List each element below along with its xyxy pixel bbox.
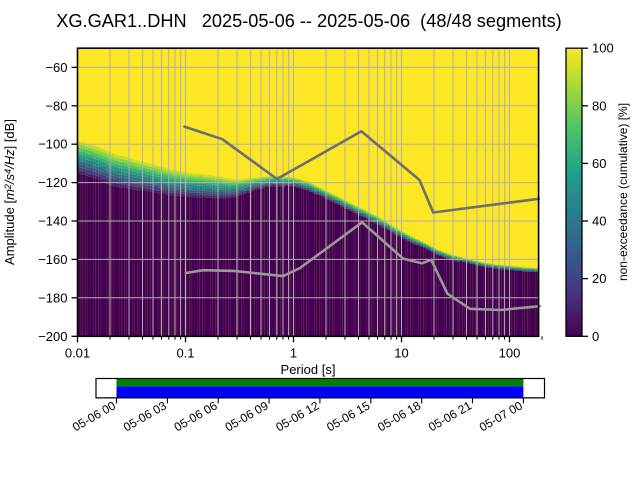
svg-text:−60: −60 — [45, 60, 67, 75]
svg-text:80: 80 — [592, 98, 606, 113]
svg-text:−100: −100 — [38, 137, 67, 152]
svg-text:05-06 21: 05-06 21 — [426, 398, 474, 434]
svg-text:0.01: 0.01 — [65, 345, 90, 360]
svg-text:60: 60 — [592, 156, 606, 171]
svg-text:05-06 18: 05-06 18 — [375, 398, 423, 434]
svg-text:05-06 15: 05-06 15 — [324, 398, 372, 434]
svg-text:05-06 09: 05-06 09 — [223, 398, 271, 434]
svg-text:100: 100 — [499, 345, 521, 360]
svg-text:1: 1 — [290, 345, 297, 360]
svg-text:−200: −200 — [38, 329, 67, 344]
svg-text:XG.GAR1..DHN 2025-05-06 -- 2: XG.GAR1..DHN 2025-05-06 -- 2025-05-06 (4… — [56, 11, 561, 31]
svg-text:10: 10 — [394, 345, 408, 360]
svg-text:−80: −80 — [45, 98, 67, 113]
svg-text:05-06 00: 05-06 00 — [70, 398, 118, 434]
svg-text:−120: −120 — [38, 175, 67, 190]
svg-text:05-07 00: 05-07 00 — [477, 398, 525, 434]
svg-text:−160: −160 — [38, 252, 67, 267]
svg-text:−180: −180 — [38, 290, 67, 305]
svg-text:0.1: 0.1 — [176, 345, 194, 360]
svg-text:0: 0 — [592, 329, 599, 344]
svg-text:05-06 03: 05-06 03 — [121, 398, 169, 434]
svg-text:Period [s]: Period [s] — [281, 362, 336, 377]
svg-text:Amplitude [m2/s4/Hz] [dB]: Amplitude [m2/s4/Hz] [dB] — [2, 119, 17, 265]
svg-text:40: 40 — [592, 214, 606, 229]
svg-text:non-exceedance (cumulative) [%: non-exceedance (cumulative) [%] — [616, 103, 630, 281]
svg-text:100: 100 — [592, 41, 614, 56]
svg-text:05-06 12: 05-06 12 — [273, 398, 321, 434]
svg-text:05-06 06: 05-06 06 — [172, 398, 220, 434]
svg-text:−140: −140 — [38, 214, 67, 229]
svg-text:20: 20 — [592, 271, 606, 286]
